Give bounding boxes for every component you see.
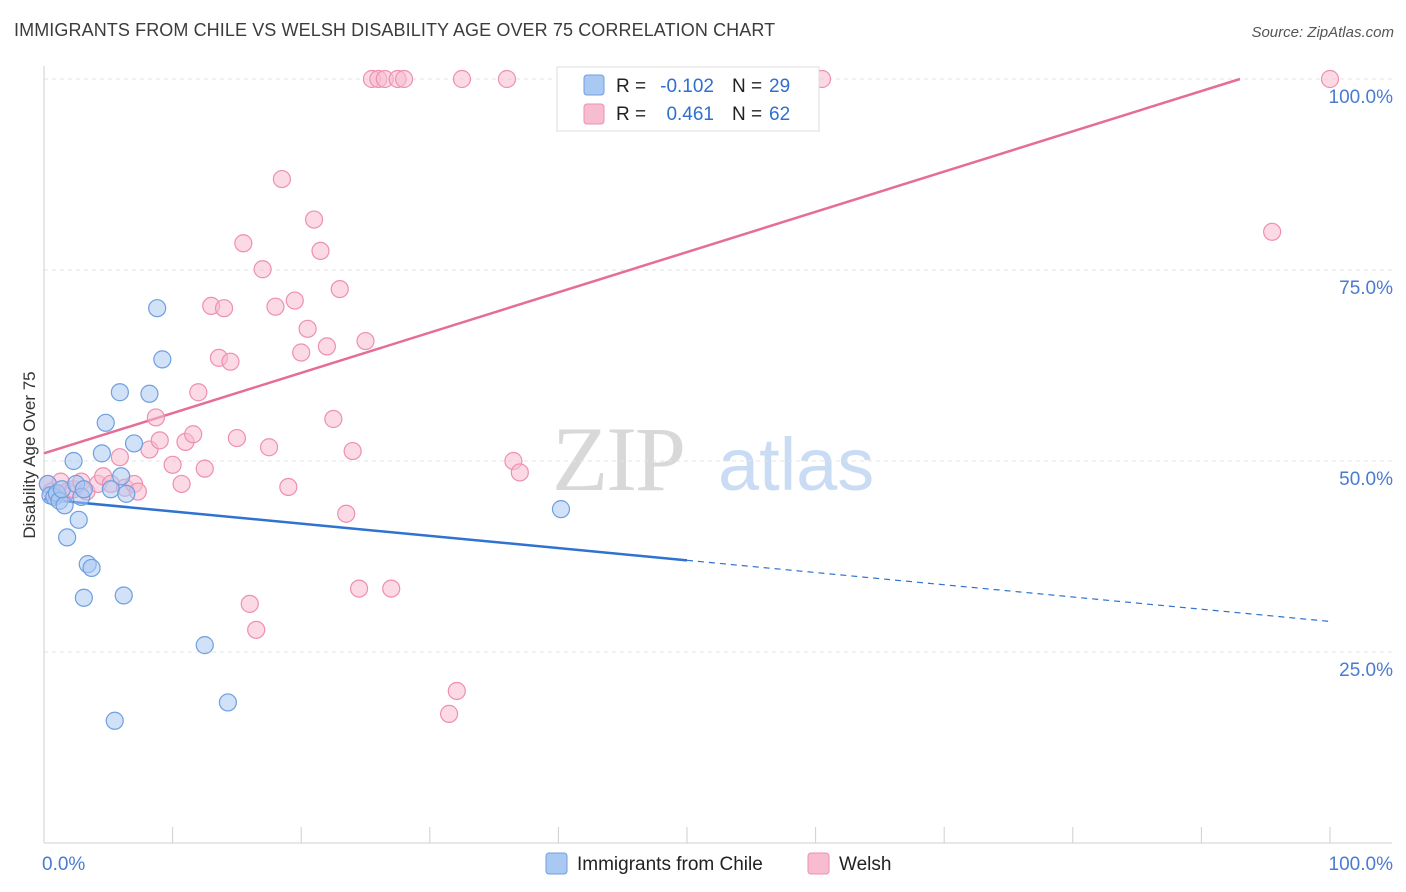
stats-r-label-welsh: R = <box>616 104 646 125</box>
welsh-point <box>214 299 234 318</box>
welsh-point <box>292 343 311 362</box>
welsh-point <box>510 463 529 482</box>
welsh-point <box>279 477 298 497</box>
welsh-point <box>330 280 349 299</box>
stats-r-value-welsh: 0.461 <box>666 104 714 125</box>
welsh-point <box>221 352 240 371</box>
welsh-point <box>253 260 272 279</box>
chile-point <box>195 636 214 655</box>
welsh-point <box>272 169 292 189</box>
y-tick-labels: 25.0% 50.0% 75.0% 100.0% <box>1329 87 1394 681</box>
chile-point <box>96 413 115 432</box>
chile-point <box>117 484 136 503</box>
welsh-point <box>195 459 214 478</box>
welsh-point <box>382 579 401 598</box>
welsh-point <box>298 319 317 338</box>
watermark-atlas: atlas <box>718 423 874 506</box>
chile-point <box>82 558 101 578</box>
stats-n-value-welsh: 62 <box>769 104 790 125</box>
legend-swatch-welsh <box>807 852 830 875</box>
welsh-point <box>1263 222 1282 241</box>
trend-line-solid-1 <box>43 77 1241 455</box>
welsh-point <box>146 408 165 427</box>
watermark-zip: ZIP <box>552 408 684 510</box>
welsh-point <box>394 69 414 89</box>
welsh-point <box>324 409 343 429</box>
chart-title: IMMIGRANTS FROM CHILE VS WELSH DISABILIT… <box>14 20 776 40</box>
welsh-point <box>189 383 208 402</box>
x-tick-label-min: 0.0% <box>42 854 85 875</box>
stats-box: R = -0.102 N = 29 R = 0.461 N = 62 <box>556 66 820 132</box>
chile-point <box>124 434 144 453</box>
welsh-point <box>1320 69 1340 89</box>
y-tick-label: 50.0% <box>1339 469 1393 490</box>
watermark: ZIP atlas <box>552 408 874 510</box>
stats-r-label-chile: R = <box>616 76 646 97</box>
chile-point <box>105 711 124 730</box>
welsh-point <box>343 441 362 461</box>
chile-point <box>218 693 237 712</box>
welsh-point <box>356 331 375 351</box>
y-axis-title: Disability Age Over 75 <box>20 371 39 538</box>
chile-point <box>153 350 172 369</box>
welsh-point <box>497 69 517 89</box>
welsh-point <box>227 428 246 448</box>
stats-r-value-chile: -0.102 <box>660 76 714 97</box>
legend-label-chile: Immigrants from Chile <box>577 854 763 875</box>
welsh-point <box>452 69 472 89</box>
x-tick-label-max: 100.0% <box>1329 854 1394 875</box>
trend-lines <box>43 77 1331 623</box>
trend-line-solid-0 <box>43 497 688 562</box>
welsh-point <box>266 297 285 316</box>
welsh-point <box>439 704 459 723</box>
chile-point <box>148 299 167 318</box>
chile-point <box>74 588 93 607</box>
chile-point <box>55 496 74 515</box>
chile-point <box>69 510 88 529</box>
welsh-point <box>311 241 330 260</box>
trend-line-dashed-0 <box>686 559 1331 623</box>
legend-swatch-chile <box>545 852 568 875</box>
welsh-point <box>240 594 259 613</box>
stats-n-value-chile: 29 <box>769 76 790 97</box>
chile-point <box>92 444 111 463</box>
y-tick-label: 25.0% <box>1339 660 1393 681</box>
welsh-point <box>259 438 279 457</box>
welsh-point <box>184 425 203 444</box>
chile-point <box>110 383 129 402</box>
chile-point <box>64 451 83 471</box>
welsh-point <box>349 579 369 598</box>
welsh-point <box>317 337 337 356</box>
chile-point <box>74 480 93 499</box>
chile-point <box>140 384 159 403</box>
stats-swatch-chile <box>583 74 605 96</box>
legend: Immigrants from Chile Welsh <box>545 852 891 875</box>
axes <box>43 66 1392 844</box>
chile-point <box>58 528 77 547</box>
scatter-points <box>38 69 1340 730</box>
y-tick-label: 75.0% <box>1339 278 1393 299</box>
welsh-point <box>447 681 466 701</box>
legend-label-welsh: Welsh <box>839 854 891 875</box>
welsh-point <box>304 210 324 229</box>
welsh-point <box>337 504 356 523</box>
x-ticks <box>43 827 1331 843</box>
welsh-point <box>285 291 304 310</box>
chile-point <box>112 467 131 486</box>
chile-point <box>114 586 133 605</box>
y-tick-label: 100.0% <box>1329 87 1394 108</box>
source-label: Source: ZipAtlas.com <box>1251 24 1394 41</box>
stats-n-label-welsh: N = <box>732 104 762 125</box>
welsh-point <box>172 474 191 494</box>
stats-n-label-chile: N = <box>732 76 762 97</box>
stats-swatch-welsh <box>583 103 605 125</box>
welsh-point <box>247 620 266 639</box>
welsh-point <box>150 431 169 450</box>
chile-point <box>551 500 571 519</box>
gridlines <box>44 78 1392 653</box>
welsh-point <box>163 455 182 474</box>
welsh-point <box>234 234 253 253</box>
welsh-point <box>110 448 129 467</box>
